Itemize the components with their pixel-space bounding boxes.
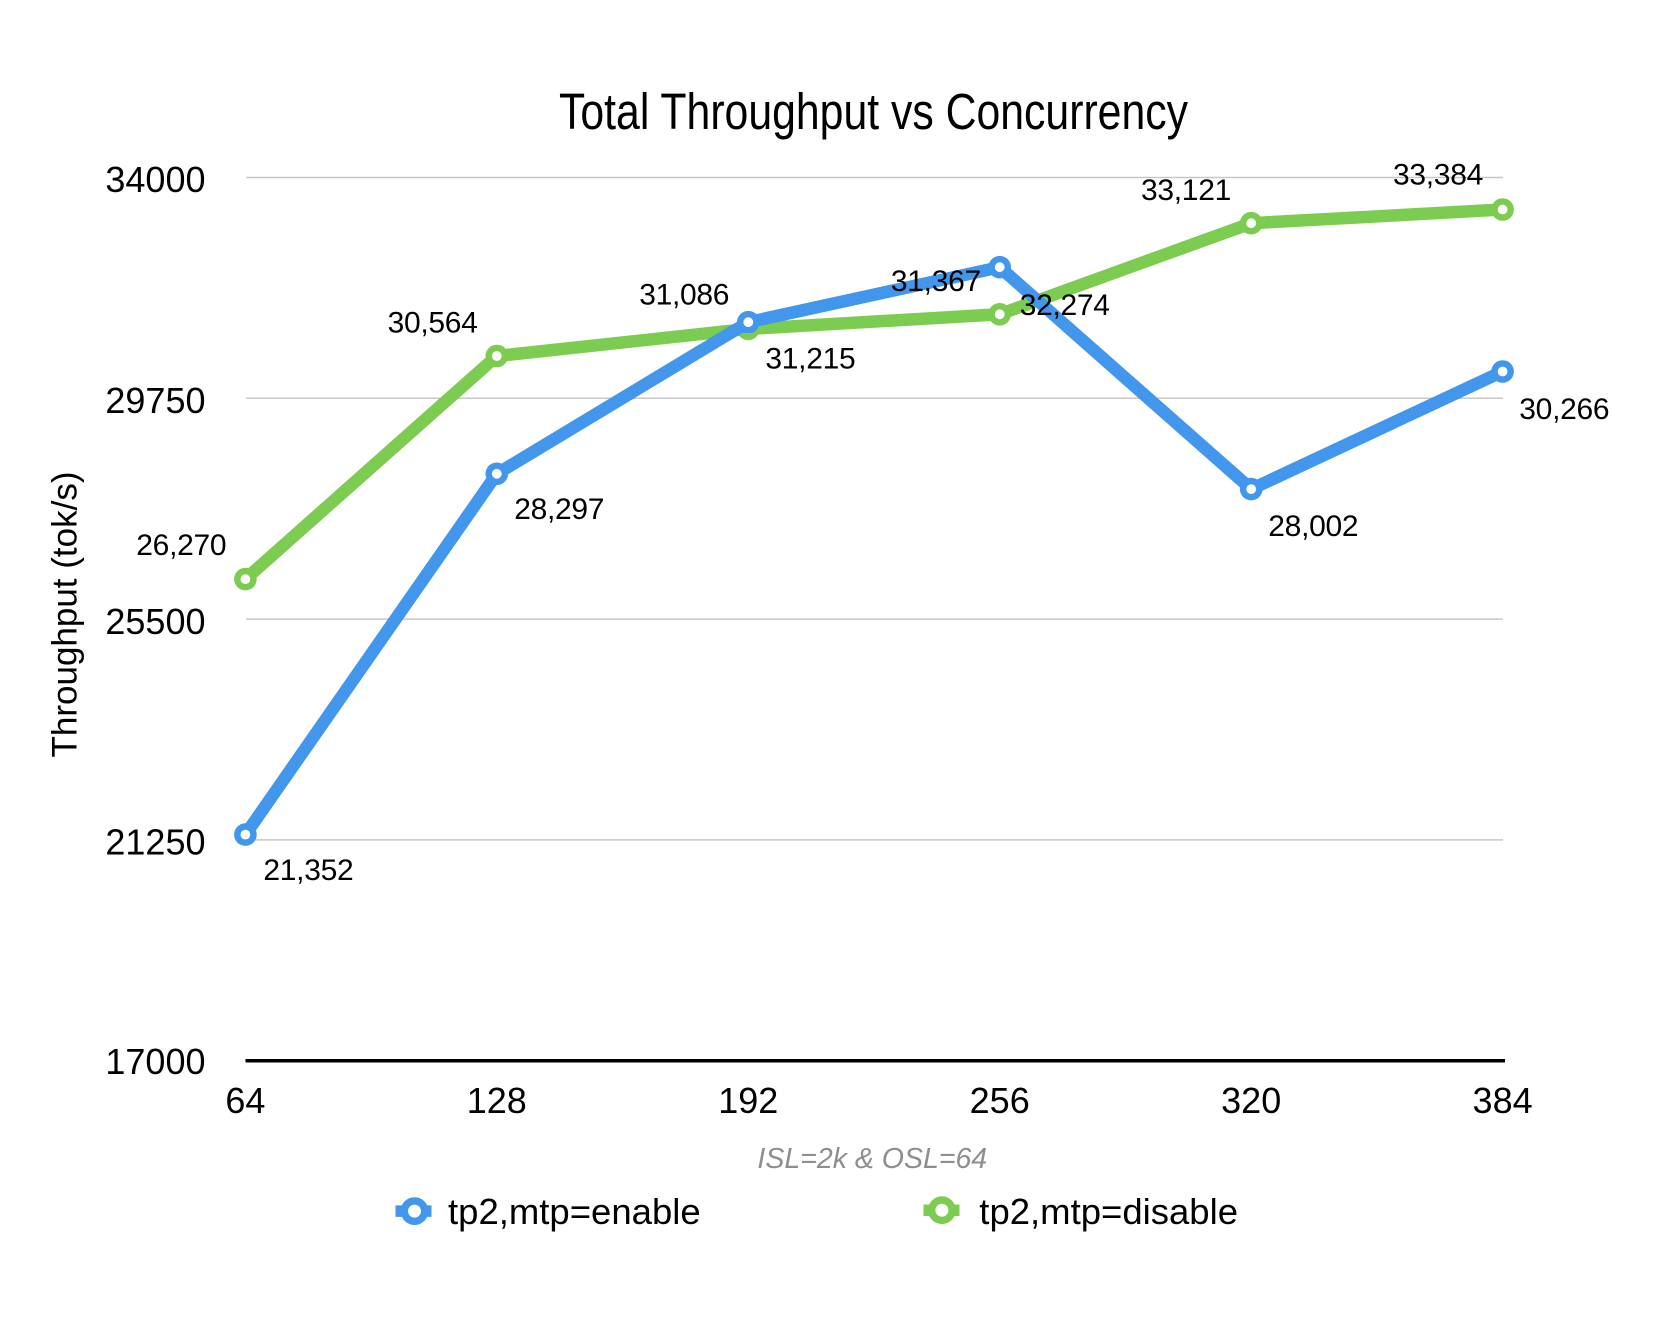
svg-text:384: 384: [1473, 1080, 1533, 1121]
svg-text:30,564: 30,564: [388, 306, 478, 339]
svg-text:21,352: 21,352: [263, 854, 353, 887]
svg-text:17000: 17000: [105, 1041, 205, 1082]
svg-text:28,297: 28,297: [514, 493, 604, 526]
svg-text:320: 320: [1221, 1080, 1281, 1121]
svg-text:31,086: 31,086: [639, 279, 729, 312]
svg-text:31,215: 31,215: [765, 342, 855, 375]
svg-text:Total Throughput vs Concurrenc: Total Throughput vs Concurrency: [559, 83, 1188, 140]
svg-text:192: 192: [718, 1080, 778, 1121]
svg-text:ISL=2k & OSL=64: ISL=2k & OSL=64: [757, 1143, 987, 1175]
svg-text:33,121: 33,121: [1141, 174, 1231, 207]
svg-text:256: 256: [970, 1080, 1030, 1121]
svg-text:Throughput (tok/s): Throughput (tok/s): [46, 472, 85, 758]
svg-text:31,367: 31,367: [891, 265, 981, 298]
svg-text:tp2,mtp=enable: tp2,mtp=enable: [448, 1191, 701, 1232]
svg-text:tp2,mtp=disable: tp2,mtp=disable: [979, 1191, 1238, 1232]
svg-text:26,270: 26,270: [136, 529, 226, 562]
svg-text:21250: 21250: [105, 822, 205, 863]
svg-text:29750: 29750: [105, 380, 205, 421]
svg-text:25500: 25500: [105, 601, 205, 642]
svg-text:34000: 34000: [105, 159, 205, 200]
svg-text:28,002: 28,002: [1268, 510, 1358, 543]
svg-text:32,274: 32,274: [1020, 289, 1110, 322]
svg-text:64: 64: [225, 1080, 265, 1121]
svg-text:30,266: 30,266: [1519, 393, 1609, 426]
svg-text:33,384: 33,384: [1393, 159, 1483, 192]
svg-text:128: 128: [467, 1080, 527, 1121]
